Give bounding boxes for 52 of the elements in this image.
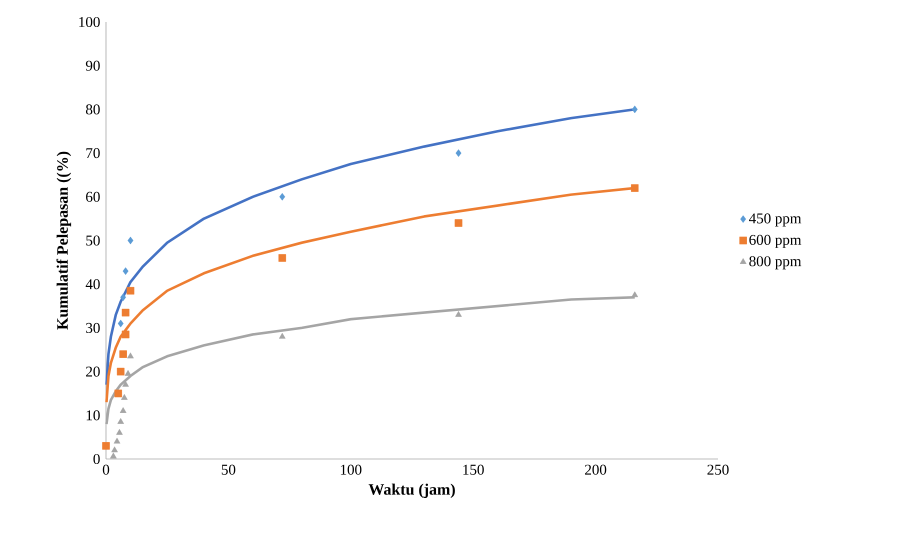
point (278, 254, 286, 262)
point (122, 330, 130, 338)
y-tick-label: 90 (86, 60, 100, 71)
point (110, 452, 117, 458)
point (118, 320, 124, 328)
point (119, 350, 127, 358)
x-tick-label: 150 (463, 464, 484, 475)
point (632, 106, 638, 114)
y-tick-label: 70 (86, 148, 100, 158)
x-tick-label: 0 (102, 464, 110, 475)
x-tick-label: 100 (340, 464, 362, 475)
x-tick-label: 200 (585, 464, 606, 475)
point (455, 310, 462, 317)
point (111, 446, 118, 452)
point (128, 236, 134, 244)
legend-label: 800 ppm (749, 256, 802, 270)
point (456, 149, 462, 157)
point (116, 368, 124, 376)
y-tick-label: 50 (86, 235, 100, 246)
point (120, 407, 126, 413)
point (114, 438, 120, 444)
point (630, 184, 639, 192)
point (120, 294, 126, 302)
point (116, 428, 123, 435)
x-tick-label: 50 (222, 464, 236, 475)
point (631, 291, 638, 298)
y-tick-label: 40 (86, 279, 100, 290)
point (126, 286, 134, 295)
y-tick-label: 100 (79, 16, 100, 28)
x-tick-label: 250 (707, 464, 729, 475)
point (278, 332, 286, 339)
point (114, 390, 122, 398)
y-tick-label: 80 (86, 104, 100, 114)
x-axis-title: Waktu (jam) (368, 484, 455, 498)
point (279, 192, 286, 201)
legend-label: 450 ppm (749, 213, 802, 226)
point (117, 418, 124, 424)
point (122, 308, 130, 316)
y-tick-label: 60 (86, 192, 100, 202)
y-tick-label: 10 (86, 410, 100, 420)
point (127, 352, 134, 358)
point (121, 394, 128, 400)
y-tick-label: 20 (86, 366, 100, 377)
point (102, 442, 110, 450)
y-tick-label: 0 (93, 454, 100, 464)
point (124, 370, 132, 376)
legend-label: 600 ppm (749, 234, 802, 248)
point (122, 267, 128, 275)
point (122, 380, 129, 387)
y-axis-title: Kumulatif Pelepasan ((%) (56, 152, 72, 330)
point (454, 219, 462, 227)
y-tick-label: 30 (86, 322, 100, 333)
